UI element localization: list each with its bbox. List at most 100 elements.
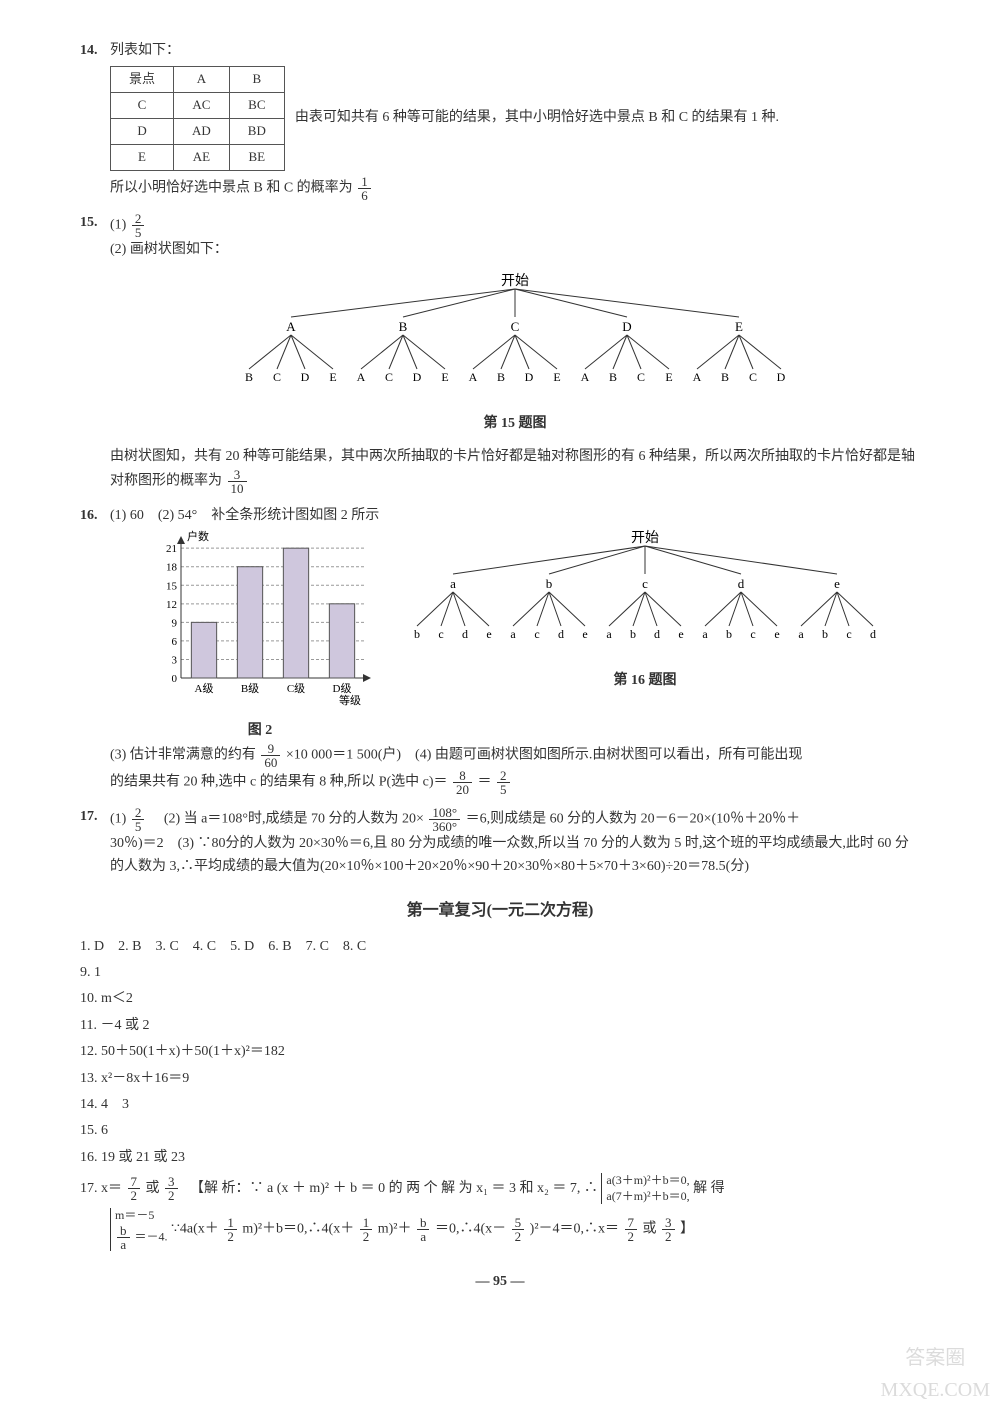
answer-17: 17. x＝ 72 或 32 【解 析：∵ a (x ＋ m)² ＋ b ＝ 0… <box>80 1173 920 1204</box>
svg-text:B: B <box>399 319 408 334</box>
text: ＝6,则成绩是 60 分的人数为 20－6－20×(10％＋20％＋ <box>466 812 801 827</box>
svg-text:B: B <box>245 370 253 384</box>
answer-17-line2: m＝－5 ba ＝－4. ∵4a(x＋ 12 m)²＋b＝0,∴4(x＋ 12 … <box>80 1208 920 1251</box>
answer-13: 13. x²－8x＋16＝9 <box>80 1068 920 1090</box>
table-row-container: 景点 A B C AC BC D AD BD E AE BE <box>110 62 920 174</box>
problem-number: 16. <box>80 505 110 796</box>
svg-text:A: A <box>581 370 590 384</box>
text: ×10 000＝1 500(户) (4) 由题可画树状图如图所示.由树状图可以看… <box>286 748 803 763</box>
fraction: 820 <box>453 769 472 796</box>
svg-text:3: 3 <box>172 654 178 666</box>
svg-text:c: c <box>846 627 851 641</box>
svg-text:21: 21 <box>166 543 177 555</box>
cell: AC <box>174 93 230 119</box>
text: 【解 析：∵ a (x ＋ m)² ＋ b ＝ 0 的 两 个 解 为 x₁ ＝… <box>183 1181 601 1196</box>
fraction: 52 <box>512 1216 525 1243</box>
watermark: 答案圈 MXQE.COM <box>881 1342 990 1406</box>
text: m)²＋b＝0,∴4(x＋ <box>242 1222 354 1237</box>
svg-text:b: b <box>726 627 732 641</box>
side-text: 由表可知共有 6 种等可能的结果，其中小明恰好选中景点 B 和 C 的结果有 1… <box>295 107 779 129</box>
problem-body: (1) 25 (2) 画树状图如下： 开始ABCDEBACDECABDEDABC… <box>110 212 920 496</box>
section-title: 第一章复习(一元二次方程) <box>80 898 920 924</box>
text: 】 <box>680 1222 694 1237</box>
fraction: 32 <box>662 1216 675 1243</box>
svg-text:a: a <box>606 627 612 641</box>
table-row: E AE BE <box>111 144 285 170</box>
svg-text:C级: C级 <box>287 682 305 695</box>
cell: A <box>174 67 230 93</box>
answer-11: 11. －4 或 2 <box>80 1015 920 1037</box>
text: 17. x＝ <box>80 1181 122 1196</box>
fraction: 12 <box>224 1216 237 1243</box>
probability-table: 景点 A B C AC BC D AD BD E AE BE <box>110 66 285 170</box>
fraction: ba <box>117 1224 130 1251</box>
svg-text:户数: 户数 <box>187 529 209 543</box>
svg-text:e: e <box>834 576 840 591</box>
svg-text:15: 15 <box>166 580 178 592</box>
svg-text:C: C <box>273 370 281 384</box>
problem-body: 列表如下： 景点 A B C AC BC D AD BD <box>110 40 920 202</box>
text: 的结果共有 20 种,选中 c 的结果有 8 种,所以 P(选中 c)＝ <box>110 775 448 790</box>
svg-text:a: a <box>798 627 804 641</box>
svg-text:E: E <box>735 319 743 334</box>
answer-10: 10. m＜2 <box>80 988 920 1010</box>
svg-text:b: b <box>630 627 636 641</box>
problem-16: 16. (1) 60 (2) 54° 补全条形统计图如图 2 所示 036912… <box>80 505 920 796</box>
text: (2) 当 a＝108°时,成绩是 70 分的人数为 20× <box>150 812 424 827</box>
svg-text:9: 9 <box>172 617 178 629</box>
svg-text:E: E <box>553 370 560 384</box>
cell: B <box>229 67 284 93</box>
svg-text:e: e <box>678 627 683 641</box>
svg-text:等级: 等级 <box>339 693 361 707</box>
cell: D <box>111 118 174 144</box>
system-2: m＝－5 ba ＝－4. <box>110 1208 168 1251</box>
svg-text:c: c <box>642 576 648 591</box>
text: 所以小明恰好选中景点 B 和 C 的概率为 <box>110 180 353 195</box>
problem-body: (1) 25 (2) 当 a＝108°时,成绩是 70 分的人数为 20× 10… <box>110 806 920 878</box>
svg-text:C: C <box>511 319 520 334</box>
caption: 第 16 题图 <box>405 670 885 692</box>
tree-svg: 开始ABCDEBACDECABDEDABCEEABCD <box>235 271 795 401</box>
svg-text:D: D <box>301 370 310 384</box>
system-1: a(3＋m)²＋b＝0, a(7＋m)²＋b＝0, <box>601 1173 689 1204</box>
svg-text:E: E <box>441 370 448 384</box>
svg-text:d: d <box>870 627 876 641</box>
svg-text:A: A <box>286 319 296 334</box>
text: 解 得 <box>693 1181 725 1196</box>
part3-4: (3) 估计非常满意的约有 960 ×10 000＝1 500(户) (4) 由… <box>110 742 920 769</box>
svg-text:B级: B级 <box>241 682 259 695</box>
svg-text:开始: 开始 <box>631 530 659 546</box>
svg-text:18: 18 <box>166 561 178 573</box>
fraction: 72 <box>128 1175 141 1202</box>
tree-diagram-15: 开始ABCDEBACDECABDEDABCEEABCD 第 15 题图 <box>110 271 920 436</box>
text: ＝ <box>478 775 492 790</box>
problem-body: (1) 60 (2) 54° 补全条形统计图如图 2 所示 0369121518… <box>110 505 920 796</box>
parts-1-2: (1) 60 (2) 54° 补全条形统计图如图 2 所示 <box>110 505 920 527</box>
problem-number: 15. <box>80 212 110 496</box>
text: 或 <box>643 1222 657 1237</box>
tree-diagram-16: 开始abcdebacdecabdedabceeabcd 第 16 题图 <box>405 528 885 693</box>
problem-15: 15. (1) 25 (2) 画树状图如下： 开始ABCDEBACDECABDE… <box>80 212 920 496</box>
line1: (1) 25 (2) 当 a＝108°时,成绩是 70 分的人数为 20× 10… <box>110 806 920 833</box>
label: (1) <box>110 812 130 827</box>
cell: 景点 <box>111 67 174 93</box>
text: m)²＋ <box>378 1222 412 1237</box>
answer-9: 9. 1 <box>80 962 920 984</box>
svg-text:c: c <box>750 627 755 641</box>
svg-text:D: D <box>622 319 631 334</box>
fraction: 25 <box>497 769 510 796</box>
text: 或 <box>146 1181 164 1196</box>
answer-16: 16. 19 或 21 或 23 <box>80 1147 920 1169</box>
part2-label: (2) 画树状图如下： <box>110 239 920 261</box>
svg-text:D: D <box>413 370 422 384</box>
svg-text:E: E <box>665 370 672 384</box>
svg-text:A: A <box>469 370 478 384</box>
svg-text:b: b <box>546 576 553 591</box>
svg-text:C: C <box>749 370 757 384</box>
table-row: D AD BD <box>111 118 285 144</box>
svg-text:6: 6 <box>172 635 178 647</box>
svg-text:B: B <box>721 370 729 384</box>
bar-chart-svg: 036912151821户数A级B级C级D级等级 <box>145 528 375 708</box>
problem-number: 17. <box>80 806 110 878</box>
answer-12: 12. 50＋50(1＋x)＋50(1＋x)²＝182 <box>80 1041 920 1063</box>
